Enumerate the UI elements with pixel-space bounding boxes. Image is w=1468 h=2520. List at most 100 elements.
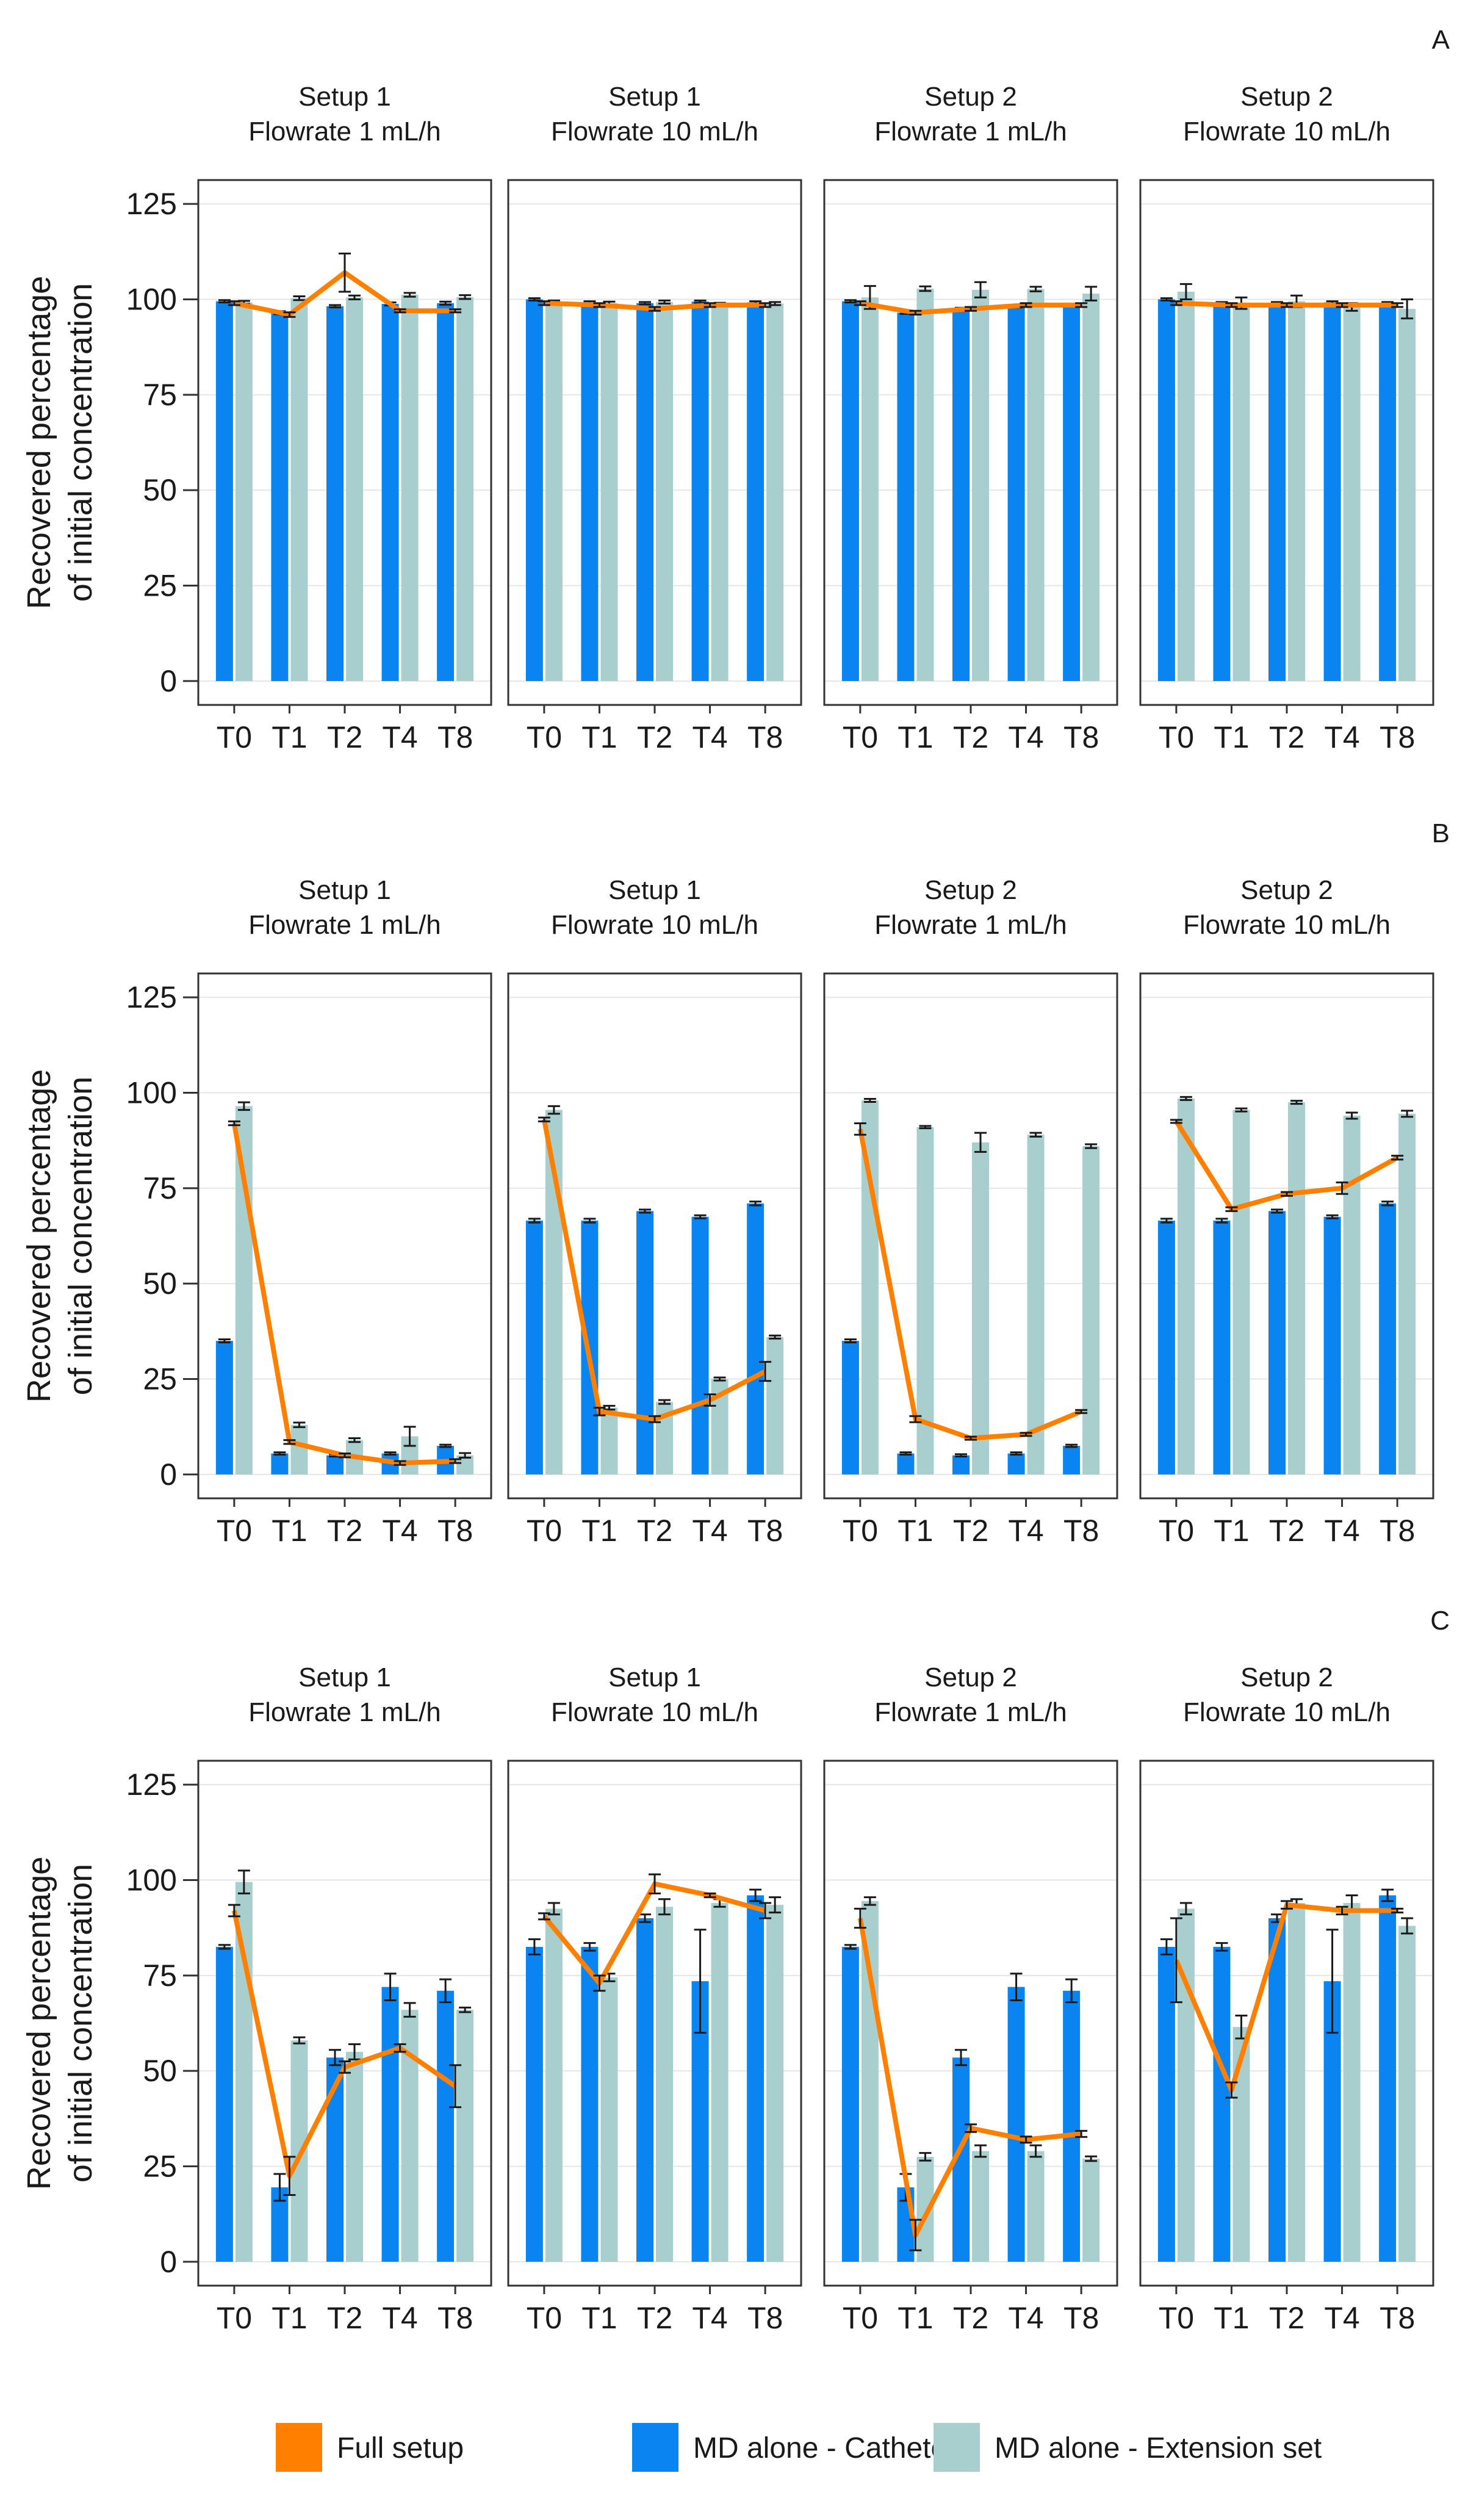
facet-A-2: Setup 1 Flowrate 10 mL/h T0 T1 T2 T4 T8 (507, 82, 802, 754)
legend-label: MD alone - Extension set (995, 2432, 1322, 2464)
facet-title-setup: Setup 2 (924, 875, 1017, 905)
error-bar-full-setup (1391, 1907, 1404, 1914)
x-tick-label: T1 (1214, 720, 1249, 754)
bar-extension-set (1177, 1098, 1195, 1475)
error-bar-full-setup (593, 1406, 606, 1417)
x-tick-label: T4 (1324, 2301, 1359, 2335)
x-tick-label: T1 (1214, 2301, 1249, 2335)
bar-catheter (1063, 305, 1081, 681)
error-bar-full-setup (339, 2060, 351, 2074)
legend: Full setup MD alone - Catheter MD alone - … (276, 2423, 1322, 2472)
bar-extension-set (656, 301, 673, 681)
x-tick-label: T2 (327, 1514, 362, 1548)
error-bar-extension-set (459, 294, 472, 300)
error-bar-extension-set (603, 1404, 616, 1411)
error-bar-full-setup (1336, 302, 1348, 308)
legend-item: Full setup (276, 2423, 464, 2472)
error-bar-extension-set (1345, 1111, 1358, 1120)
bar-extension-set (972, 2151, 989, 2262)
error-bar-extension-set (547, 1105, 560, 1115)
error-bar-extension-set (1085, 286, 1098, 301)
x-tick-label: T2 (327, 2301, 362, 2335)
y-tick-label: 100 (126, 1863, 177, 1897)
bar-catheter (841, 301, 859, 681)
y-axis-label-line2: of initial concentration (62, 1077, 99, 1395)
x-tick-label: T1 (898, 1514, 933, 1548)
error-bar-catheter (749, 1200, 762, 1207)
bar-catheter (747, 1203, 765, 1475)
facet-title-setup: Setup 1 (298, 82, 391, 112)
error-bar-catheter (844, 1338, 857, 1344)
error-bar-extension-set (1401, 1110, 1414, 1118)
bar-extension-set (401, 2010, 419, 2262)
bar-catheter (525, 1220, 543, 1475)
y-axis-label-line1: Recovered percentage (21, 1857, 57, 2190)
bar-catheter (215, 1946, 233, 2262)
facet-title-setup: Setup 1 (298, 1663, 391, 1692)
bar-catheter (381, 303, 399, 681)
error-bar-catheter (749, 1888, 762, 1902)
facet-title-flowrate: Flowrate 10 mL/h (1183, 910, 1391, 940)
error-bar-extension-set (1029, 286, 1042, 292)
error-bar-full-setup (394, 2043, 406, 2053)
error-bar-full-setup (1020, 302, 1032, 308)
y-tick-label: 125 (126, 1767, 177, 1802)
error-bar-full-setup (854, 1907, 866, 1929)
error-bar-full-setup (1391, 1155, 1404, 1161)
error-bar-catheter (694, 1214, 707, 1219)
bar-extension-set (1027, 289, 1045, 681)
error-bar-catheter (1381, 1888, 1394, 1902)
error-bar-catheter (329, 2049, 341, 2067)
error-bar-catheter (639, 1913, 651, 1923)
error-bar-full-setup (1281, 302, 1293, 308)
error-bar-extension-set (547, 1902, 560, 1916)
error-bar-extension-set (348, 2043, 361, 2060)
error-bar-catheter (439, 300, 452, 306)
facet-title-setup: Setup 2 (924, 82, 1017, 112)
error-bar-catheter (439, 1443, 452, 1448)
bar-catheter (952, 309, 970, 681)
bar-extension-set (401, 294, 419, 681)
error-bar-catheter (694, 1929, 707, 2034)
bar-extension-set (916, 288, 934, 681)
x-tick-label: T4 (1324, 720, 1359, 754)
x-tick-label: T2 (953, 1514, 988, 1548)
bar-extension-set (456, 2010, 474, 2262)
x-tick-label: T0 (1159, 2301, 1194, 2335)
panel-A: A Recovered percentage of initial concentr… (21, 25, 1450, 754)
bar-extension-set (1288, 1102, 1305, 1475)
bar-catheter (437, 303, 455, 681)
y-axis-label: Recovered percentage of initial concentra… (21, 276, 99, 609)
error-bar-full-setup (909, 2219, 922, 2251)
bar-catheter (1157, 1220, 1175, 1475)
x-tick-label: T8 (437, 2301, 473, 2335)
error-bar-extension-set (1401, 298, 1414, 320)
legend-swatch (632, 2423, 678, 2472)
error-bar-catheter (1215, 1942, 1228, 1952)
error-bar-catheter (218, 1338, 231, 1344)
bar-catheter (1379, 303, 1397, 681)
error-bar-full-setup (703, 1393, 716, 1407)
bar-extension-set (600, 1407, 618, 1475)
bar-extension-set (766, 303, 784, 681)
facet-title-setup: Setup 1 (608, 82, 701, 112)
bar-catheter (525, 1946, 543, 2262)
error-bar-full-setup (649, 1415, 661, 1423)
bar-catheter (525, 299, 543, 681)
x-tick-label: T0 (217, 1514, 252, 1548)
y-axis-label-line2: of initial concentration (62, 283, 99, 602)
error-bar-extension-set (403, 292, 416, 298)
bar-catheter (1007, 1987, 1025, 2262)
facet-C-2: Setup 1 Flowrate 10 mL/h T0 T1 T2 T4 T8 (507, 1663, 802, 2335)
facet-title-setup: Setup 2 (1240, 875, 1333, 905)
bar-extension-set (346, 2051, 363, 2262)
x-tick-label: T2 (1269, 1514, 1304, 1548)
error-bar-extension-set (1085, 1143, 1098, 1149)
y-tick-label: 50 (143, 2054, 177, 2088)
bar-extension-set (656, 1907, 673, 2262)
error-bar-full-setup (538, 1912, 550, 1921)
error-bar-extension-set (974, 2144, 987, 2158)
error-bar-full-setup (703, 302, 716, 308)
error-bar-full-setup (1170, 300, 1182, 306)
